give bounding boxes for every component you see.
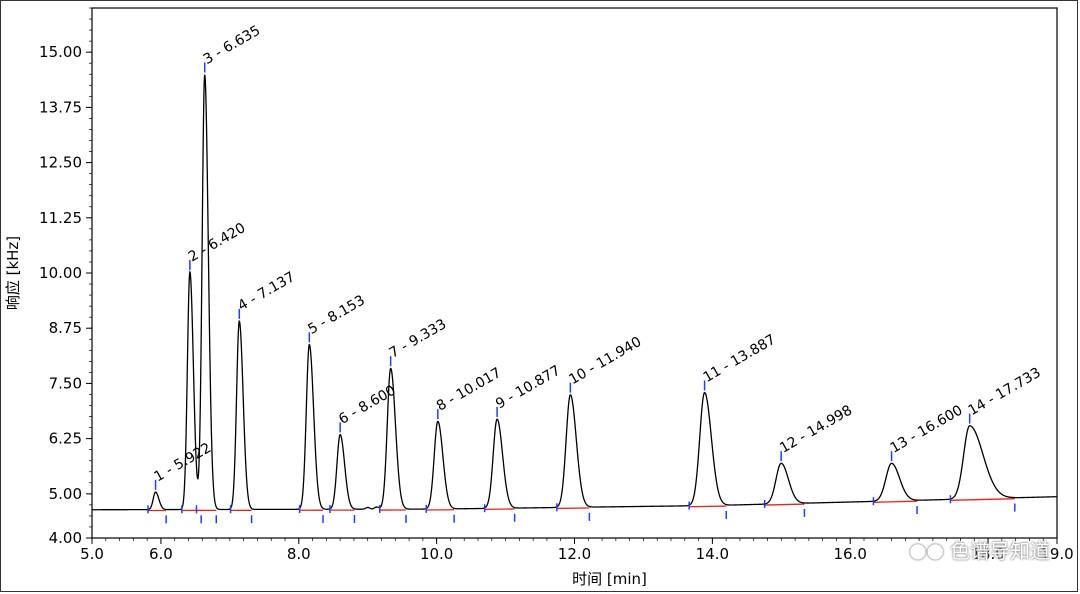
y-tick-label: 5.00 xyxy=(49,485,82,503)
x-tick-label: 5.0 xyxy=(80,545,104,563)
x-tick-label: 6.0 xyxy=(149,545,173,563)
peak-label: 7 - 9.333 xyxy=(387,316,450,361)
baseline-segment xyxy=(873,500,918,503)
peak-label: 14 - 17.733 xyxy=(966,365,1044,419)
peak-label: 4 - 7.137 xyxy=(235,269,298,314)
x-tick-label: 16.0 xyxy=(834,545,867,563)
axes: 4.00 5.00 6.25 7.50 8.75 10.00 11.25 12.50 13.75… xyxy=(4,7,1074,588)
y-tick-label: 4.00 xyxy=(49,529,82,547)
y-tick-label: 12.50 xyxy=(39,154,82,172)
x-tick-label: 18.0 xyxy=(971,545,1004,563)
peak-label: 9 - 10.877 xyxy=(493,363,563,413)
integration-markers xyxy=(147,62,1016,524)
watermark-text: 色谱导知道 xyxy=(950,539,1050,563)
peak-label: 13 - 16.600 xyxy=(888,402,966,456)
y-tick-label: 15.00 xyxy=(39,43,82,61)
peak-label: 6 - 8.600 xyxy=(336,383,399,428)
peak-label: 3 - 6.635 xyxy=(201,23,264,68)
watermark: ●● 色谱导知道 xyxy=(909,535,1050,564)
chromatogram-trace xyxy=(92,74,1058,511)
y-tick-label: 8.75 xyxy=(49,319,82,337)
y-tick-label: 11.25 xyxy=(39,209,82,227)
y-tick-label: 10.00 xyxy=(39,264,82,282)
plot-area-border xyxy=(91,7,1058,539)
peak-label: 5 - 8.153 xyxy=(305,292,368,337)
baseline-segment xyxy=(689,505,727,508)
x-tick-label: 14.0 xyxy=(696,545,729,563)
y-tick-label: 13.75 xyxy=(39,98,82,116)
y-tick-label: 6.25 xyxy=(49,430,82,448)
baseline-segment xyxy=(764,503,805,506)
peak-label: 10 - 11.940 xyxy=(566,334,644,388)
peak-label: 11 - 13.887 xyxy=(701,332,779,386)
baseline-segment xyxy=(950,498,1015,501)
peak-label: 2 - 6.420 xyxy=(186,220,249,265)
wechat-icon: ●● xyxy=(909,537,944,562)
x-tick-label: 12.0 xyxy=(558,545,591,563)
x-tick-label: 8.0 xyxy=(287,545,311,563)
baseline-group xyxy=(148,498,1015,512)
x-axis-title: 时间 [min] xyxy=(572,570,647,588)
y-tick-label: 7.50 xyxy=(49,374,82,392)
peak-label: 8 - 10.017 xyxy=(434,365,504,415)
peak-label: 1 - 5.922 xyxy=(152,440,215,485)
y-axis-title: 响应 [kHz] xyxy=(4,236,22,310)
x-tick-label: 19.0 xyxy=(1040,545,1073,563)
x-tick-label: 10.0 xyxy=(420,545,453,563)
peak-label: 12 - 14.998 xyxy=(777,402,855,456)
trace-group xyxy=(92,74,1058,511)
